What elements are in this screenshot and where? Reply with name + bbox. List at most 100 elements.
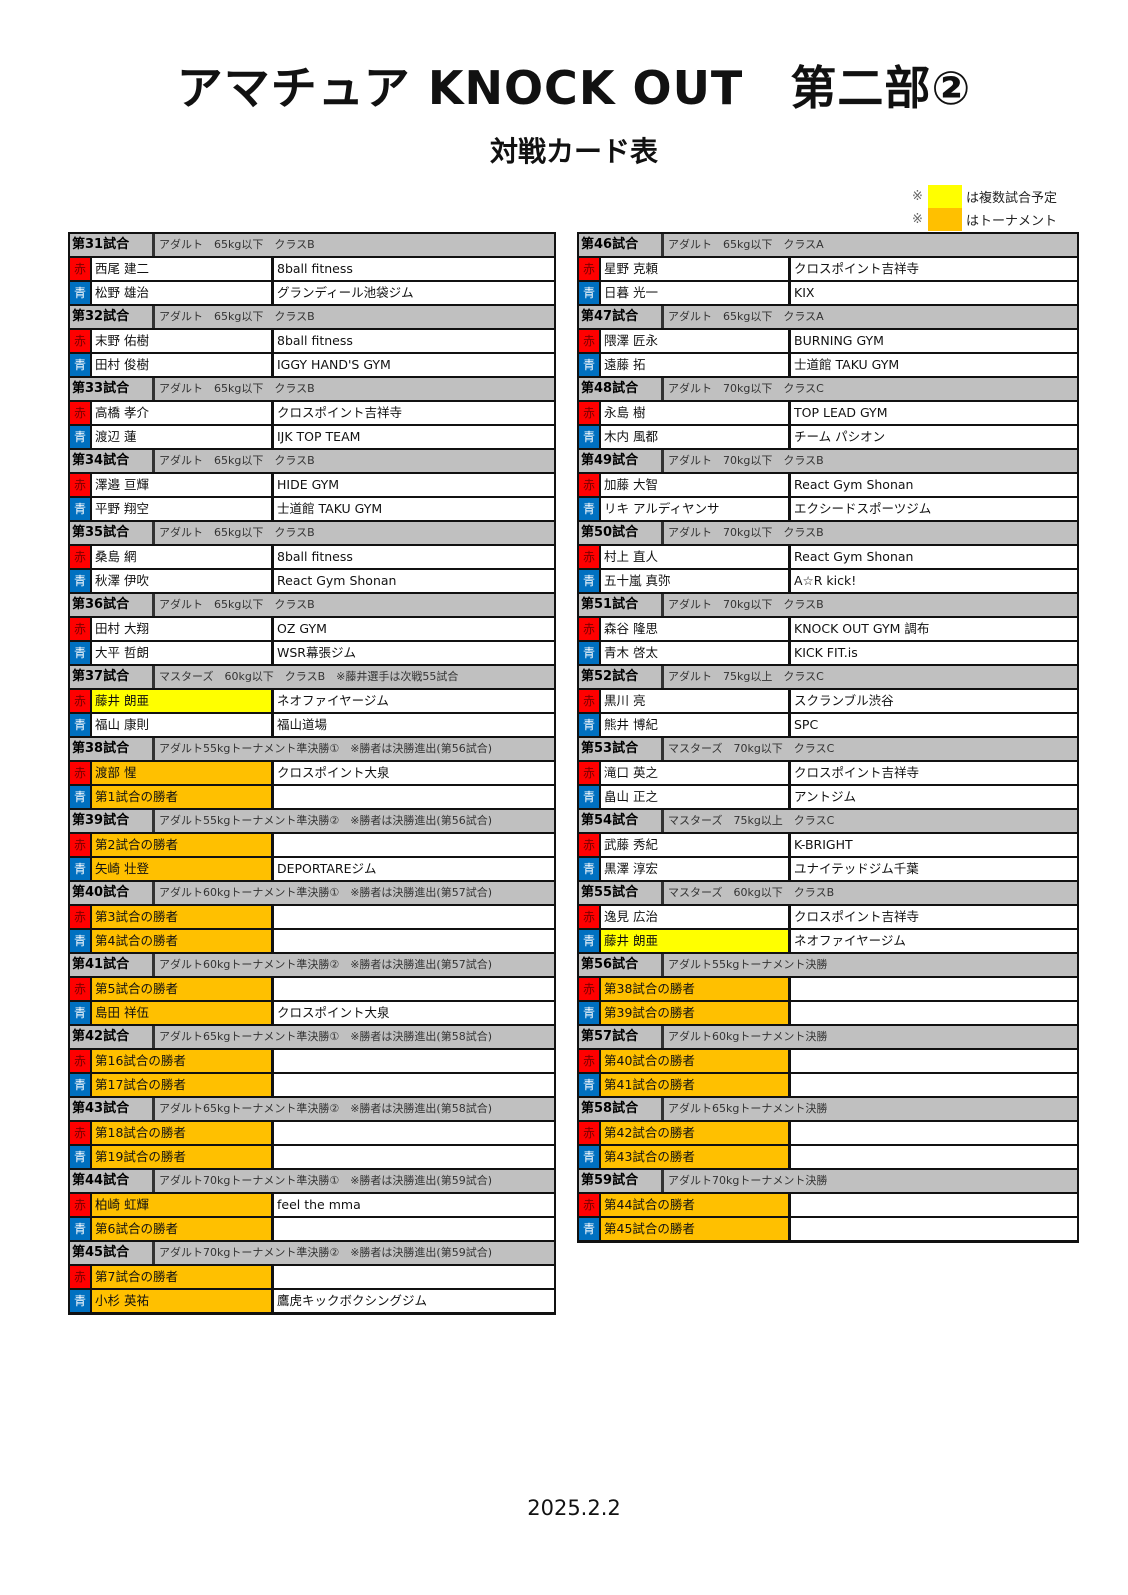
match-number: 第47試合 xyxy=(579,306,664,328)
corner-red-label: 赤 xyxy=(70,1050,92,1072)
fighter-gym: KICK FIT.is xyxy=(794,645,858,660)
match-header: 第58試合 アダルト65kgトーナメント決勝 xyxy=(579,1098,1077,1122)
match-number: 第31試合 xyxy=(70,234,155,256)
fighter-row-red: 赤第7試合の勝者 xyxy=(70,1266,554,1290)
match-block: 第34試合 アダルト 65kg以下 クラスB 赤澤邉 亘輝 HIDE GYM 青平野 翔… xyxy=(70,450,554,522)
fighter-row-blue: 青青木 啓太 KICK FIT.is xyxy=(579,642,1077,666)
fighter-gym xyxy=(791,1218,1077,1240)
corner-red-label: 赤 xyxy=(579,1050,601,1072)
fighter-gym xyxy=(791,1146,1077,1168)
match-block: 第58試合 アダルト65kgトーナメント決勝赤第42試合の勝者青第43試合の勝者 xyxy=(579,1098,1077,1170)
match-block: 第35試合 アダルト 65kg以下 クラスB 赤桑島 網 8ball fitness 青… xyxy=(70,522,554,594)
corner-blue-label: 青 xyxy=(70,1146,92,1168)
match-header: 第33試合 アダルト 65kg以下 クラスB xyxy=(70,378,554,402)
fighter-name: 大平 哲朗 xyxy=(92,642,274,664)
fighter-name: リキ アルディヤンサ xyxy=(601,498,791,520)
fighter-row-blue: 青畠山 正之 アントジム xyxy=(579,786,1077,810)
match-description: アダルト55kgトーナメント準決勝② ※勝者は決勝進出(第56試合) xyxy=(159,814,493,827)
match-number: 第55試合 xyxy=(579,882,664,904)
fighter-name: 第5試合の勝者 xyxy=(92,978,274,1000)
match-block: 第45試合 アダルト70kgトーナメント準決勝② ※勝者は決勝進出(第59試合) 赤… xyxy=(70,1242,554,1314)
fighter-name: 秋澤 伊吹 xyxy=(92,570,274,592)
fighter-name: 星野 克頼 xyxy=(601,258,791,280)
corner-red-label: 赤 xyxy=(579,258,601,280)
match-block: 第44試合 アダルト70kgトーナメント準決勝① ※勝者は決勝進出(第59試合) 赤… xyxy=(70,1170,554,1242)
corner-blue-label: 青 xyxy=(579,1002,601,1024)
fighter-gym: 8ball fitness xyxy=(277,333,353,348)
match-header: 第55試合 マスターズ 60kg以下 クラスB xyxy=(579,882,1077,906)
fighter-row-blue: 青五十嵐 真弥 A☆R kick! xyxy=(579,570,1077,594)
match-header: 第48試合 アダルト 70kg以下 クラスC xyxy=(579,378,1077,402)
fighter-row-blue: 青第45試合の勝者 xyxy=(579,1218,1077,1242)
fighter-row-blue: 青リキ アルディヤンサ エクシードスポーツジム xyxy=(579,498,1077,522)
fighter-gym xyxy=(274,930,554,952)
fighter-name: 武藤 秀紀 xyxy=(601,834,791,856)
match-number: 第33試合 xyxy=(70,378,155,400)
fighter-name: 隈澤 匠永 xyxy=(601,330,791,352)
match-number: 第59試合 xyxy=(579,1170,664,1192)
corner-blue-label: 青 xyxy=(70,1074,92,1096)
fighter-row-red: 赤西尾 建二 8ball fitness xyxy=(70,258,554,282)
fighter-gym xyxy=(274,1074,554,1096)
fighter-row-blue: 青福山 康則 福山道場 xyxy=(70,714,554,738)
fighter-name: 第43試合の勝者 xyxy=(601,1146,791,1168)
corner-blue-label: 青 xyxy=(579,1218,601,1240)
corner-red-label: 赤 xyxy=(579,1122,601,1144)
fighter-gym xyxy=(791,978,1077,1000)
corner-red-label: 赤 xyxy=(70,978,92,1000)
fighter-gym: React Gym Shonan xyxy=(277,573,397,588)
fighter-gym: KIX xyxy=(794,285,815,300)
legend-multi: ※ は複数試合予定 xyxy=(912,185,1057,208)
fighter-row-red: 赤永島 樹 TOP LEAD GYM xyxy=(579,402,1077,426)
fighter-row-red: 赤星野 克頼 クロスポイント吉祥寺 xyxy=(579,258,1077,282)
fighter-gym: クロスポイント吉祥寺 xyxy=(794,765,920,780)
legend-swatch-orange xyxy=(928,208,962,231)
fighter-row-red: 赤桑島 網 8ball fitness xyxy=(70,546,554,570)
fighter-row-red: 赤柏崎 虹輝 feel the mma xyxy=(70,1194,554,1218)
fighter-gym: ユナイテッドジム千葉 xyxy=(794,861,919,876)
fighter-gym: K-BRIGHT xyxy=(794,837,853,852)
legend-mark: ※ xyxy=(912,212,923,227)
corner-red-label: 赤 xyxy=(579,762,601,784)
fighter-name: 桑島 網 xyxy=(92,546,274,568)
match-header: 第38試合 アダルト55kgトーナメント準決勝① ※勝者は決勝進出(第56試合) xyxy=(70,738,554,762)
fighter-row-blue: 青熊井 博紀 SPC xyxy=(579,714,1077,738)
match-block: 第52試合 アダルト 75kg以上 クラスC 赤黒川 亮スクランブル渋谷青熊井 博紀… xyxy=(579,666,1077,738)
fighter-gym xyxy=(274,906,554,928)
fighter-name: 福山 康則 xyxy=(92,714,274,736)
corner-red-label: 赤 xyxy=(579,402,601,424)
fighter-name: 藤井 朗亜 xyxy=(601,930,791,952)
fighter-row-blue: 青藤井 朗亜 ネオファイヤージム xyxy=(579,930,1077,954)
match-number: 第42試合 xyxy=(70,1026,155,1048)
match-description: マスターズ 70kg以下 クラスC xyxy=(668,742,835,755)
fighter-name: 永島 樹 xyxy=(601,402,791,424)
fighter-gym xyxy=(274,1266,554,1288)
corner-blue-label: 青 xyxy=(579,642,601,664)
fighter-name: 藤井 朗亜 xyxy=(92,690,274,712)
fighter-gym: WSR幕張ジム xyxy=(277,645,356,660)
fighter-name: 第17試合の勝者 xyxy=(92,1074,274,1096)
match-description: アダルト 70kg以下 クラスB xyxy=(668,454,824,467)
match-number: 第36試合 xyxy=(70,594,155,616)
match-description: アダルト60kgトーナメント準決勝① ※勝者は決勝進出(第57試合) xyxy=(159,886,493,899)
match-description: アダルト 65kg以下 クラスA xyxy=(668,310,824,323)
match-number: 第58試合 xyxy=(579,1098,664,1120)
fighter-row-blue: 青第43試合の勝者 xyxy=(579,1146,1077,1170)
corner-red-label: 赤 xyxy=(579,1194,601,1216)
fighter-row-blue: 青矢崎 壮登 DEPORTAREジム xyxy=(70,858,554,882)
match-number: 第50試合 xyxy=(579,522,664,544)
match-table-right: 第46試合 アダルト 65kg以下 クラスA 赤星野 克頼 クロスポイント吉祥寺青日暮… xyxy=(577,232,1079,1243)
corner-blue-label: 青 xyxy=(579,354,601,376)
fighter-gym: A☆R kick! xyxy=(794,573,857,588)
fighter-name: 島田 祥伍 xyxy=(92,1002,274,1024)
corner-red-label: 赤 xyxy=(579,330,601,352)
corner-red-label: 赤 xyxy=(70,474,92,496)
fighter-gym: HIDE GYM xyxy=(277,477,340,492)
match-block: 第31試合 アダルト 65kg以下 クラスB 赤西尾 建二 8ball fitness… xyxy=(70,234,554,306)
corner-red-label: 赤 xyxy=(70,834,92,856)
page-subtitle: 対戦カード表 xyxy=(489,135,658,168)
match-block: 第56試合 アダルト55kgトーナメント決勝赤第38試合の勝者青第39試合の勝者 xyxy=(579,954,1077,1026)
document-date: 2025.2.2 xyxy=(527,1496,621,1520)
match-header: 第43試合 アダルト65kgトーナメント準決勝② ※勝者は決勝進出(第58試合) xyxy=(70,1098,554,1122)
fighter-row-red: 赤第2試合の勝者 xyxy=(70,834,554,858)
